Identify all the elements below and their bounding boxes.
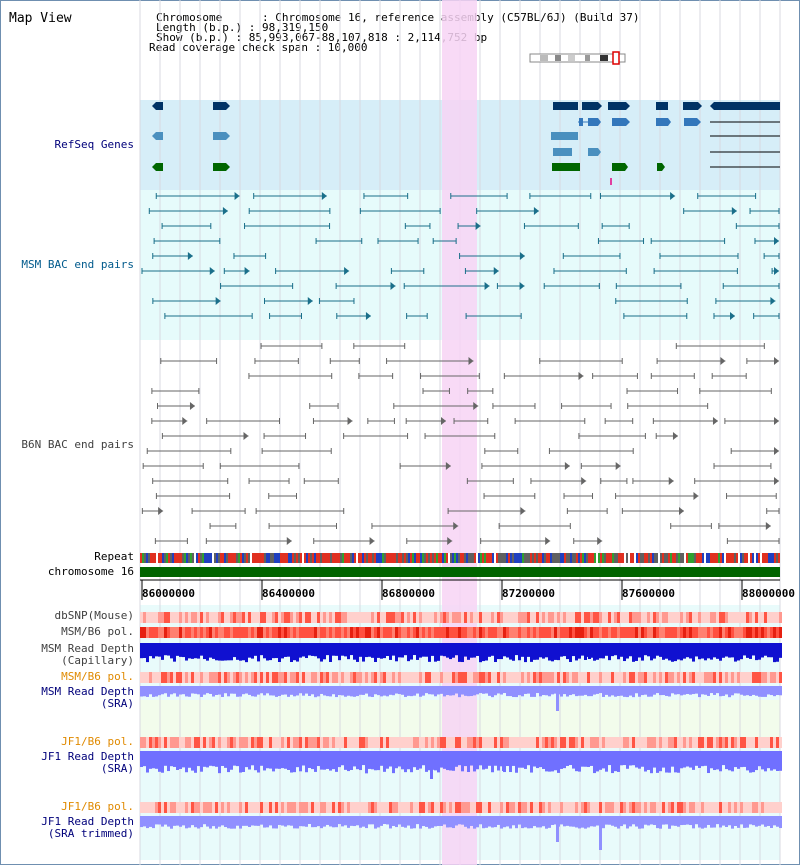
- track-label-chromosome: chromosome 16: [47, 565, 134, 578]
- axis-tick-label: 86400000: [262, 587, 315, 600]
- track-label-jf1-pol-2: JF1/B6 pol.: [61, 800, 134, 813]
- track-label-msm-depth-sra-1: MSM Read Depth: [41, 685, 134, 698]
- axis-tick-label: 87200000: [502, 587, 555, 600]
- track-label-b6n-bac: B6N BAC end pairs: [21, 438, 134, 451]
- track-label-msm-depth-sra-2: (SRA): [100, 697, 134, 710]
- track-label-dbsnp: dbSNP(Mouse): [54, 609, 134, 622]
- track-label-msm-pol-2: MSM/B6 pol.: [61, 670, 134, 683]
- track-label-repeat: Repeat: [94, 550, 134, 563]
- track-label-msm-pol-1: MSM/B6 pol.: [61, 625, 134, 638]
- axis: 86000000 86400000 86800000 87200000 8760…: [0, 587, 800, 601]
- axis-tick-label: 88000000: [742, 587, 795, 600]
- track-label-msm-bac: MSM BAC end pairs: [21, 258, 134, 271]
- coverage-span-info: Read coverage check span : 10,000: [149, 41, 368, 54]
- track-label-refseq: RefSeq Genes: [54, 138, 134, 151]
- track-label-jf1-depth-trim-1: JF1 Read Depth: [41, 815, 134, 828]
- track-label-msm-depth-cap-2: (Capillary): [61, 654, 134, 667]
- track-label-msm-depth-cap-1: MSM Read Depth: [41, 642, 134, 655]
- track-label-jf1-depth-sra-1: JF1 Read Depth: [41, 750, 134, 763]
- track-label-jf1-depth-trim-2: (SRA trimmed): [47, 827, 134, 840]
- axis-tick-label: 87600000: [622, 587, 675, 600]
- length-info: Length (b.p.) : 98,319,150: [156, 21, 329, 34]
- show-range-info: Show (b.p.) : 85,993,067-88,107,818 : 2,…: [156, 31, 488, 44]
- track-label-jf1-pol-1: JF1/B6 pol.: [61, 735, 134, 748]
- track-label-jf1-depth-sra-2: (SRA): [100, 762, 134, 775]
- axis-tick-label: 86000000: [142, 587, 195, 600]
- axis-tick-label: 86800000: [382, 587, 435, 600]
- page-title: Map View: [9, 11, 72, 26]
- highlight-region[interactable]: [442, 0, 477, 865]
